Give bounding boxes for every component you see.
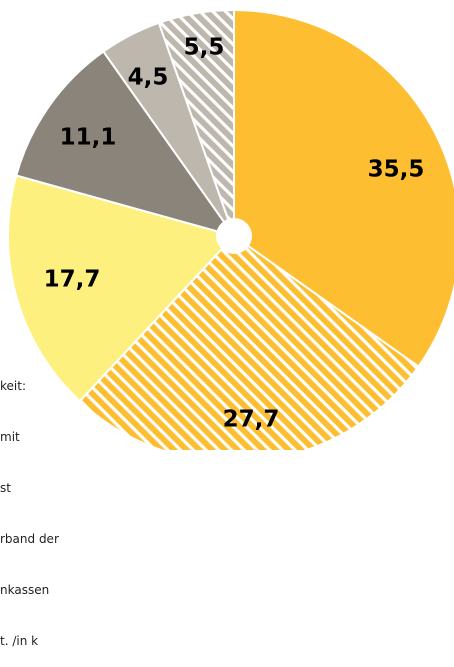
side-note: keit: mit st rband der nkassen t. /in k [0,344,59,667]
slice-label-4: 11,1 [60,125,117,151]
slice-label-3: 17,7 [44,267,101,293]
side-note-line: mit [0,430,20,444]
side-note-line: rband der [0,532,59,546]
pie-slice-6 [157,9,235,237]
pie-slice-4 [15,50,235,237]
pie-chart: 35,5 27,7 17,7 11,1 4,5 5,5 [6,9,454,450]
pie-slices [6,9,454,450]
pie-slice-1 [233,9,454,368]
slice-label-5: 4,5 [128,65,169,91]
slice-label-1: 35,5 [368,157,425,183]
center-hole [216,218,252,254]
pie-slice-2 [78,235,420,450]
slice-label-6: 5,5 [184,35,225,61]
slice-labels: 35,5 27,7 17,7 11,1 4,5 5,5 [44,35,425,433]
pie-slice-3 [6,174,235,403]
side-note-line: t. /in k [0,634,39,648]
slice-label-2: 27,7 [223,407,280,433]
side-note-line: nkassen [0,583,50,597]
side-note-line: st [0,481,11,495]
side-note-line: keit: [0,379,26,393]
